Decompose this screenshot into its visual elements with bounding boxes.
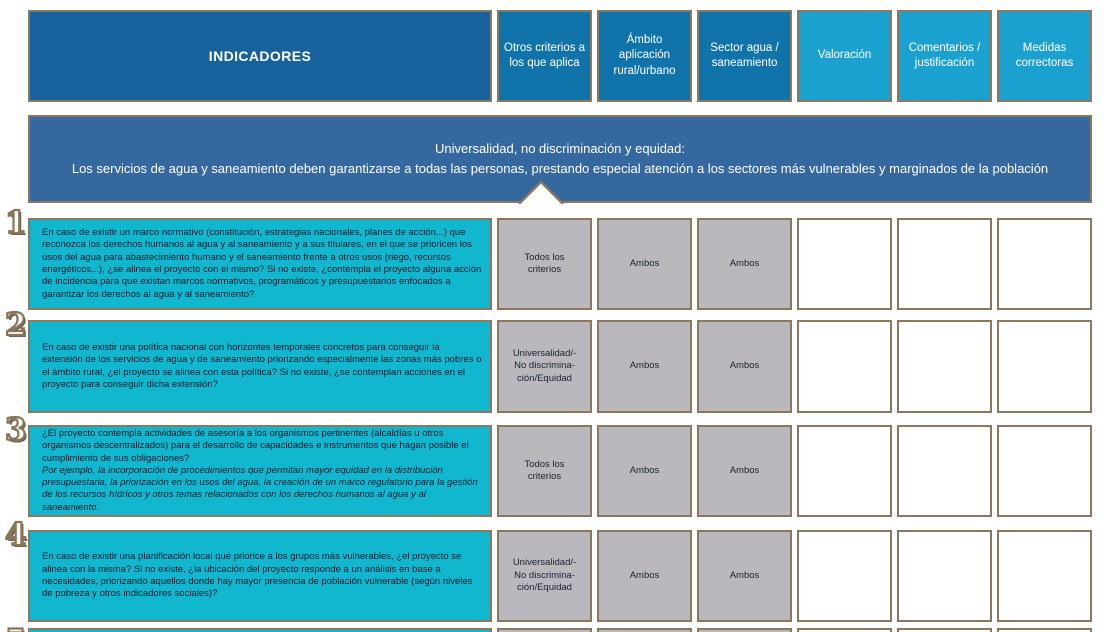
medidas-cell[interactable] [997, 628, 1092, 632]
question-box: En caso de existir un marco normativo (c… [28, 218, 492, 310]
column-header-comentarios: Comentarios / justificación [897, 10, 992, 102]
row-number: 2 [4, 307, 28, 343]
criteria-cell [497, 628, 592, 632]
column-header-valoracion: Valoración [797, 10, 892, 102]
ambito-cell: Ambos [597, 530, 692, 622]
indicator-row: 4 En caso de existir una planificación l… [0, 518, 1120, 622]
row-number: 1 [4, 205, 28, 241]
column-header-otros-criterios: Otros criterios a los que aplica [497, 10, 592, 102]
medidas-cell[interactable] [997, 425, 1092, 517]
indicators-header-label: INDICADORES [208, 48, 312, 64]
sector-cell: Ambos [697, 425, 792, 517]
row-number: 5 [4, 624, 28, 632]
criteria-cell: Todos los criterios [497, 425, 592, 517]
ambito-cell: Ambos [597, 425, 692, 517]
comentarios-cell[interactable] [897, 628, 992, 632]
valoracion-cell[interactable] [797, 425, 892, 517]
comentarios-cell[interactable] [897, 320, 992, 413]
comentarios-cell[interactable] [897, 218, 992, 310]
question-box: En caso de existir una política nacional… [28, 320, 492, 413]
indicator-row: 3 ¿El proyecto contempla actividades de … [0, 413, 1120, 517]
sector-cell: Ambos [697, 218, 792, 310]
sector-cell [697, 628, 792, 632]
valoracion-cell[interactable] [797, 218, 892, 310]
section-banner-subtitle: Los servicios de agua y saneamiento debe… [71, 161, 1049, 176]
medidas-cell[interactable] [997, 530, 1092, 622]
question-example-text: Por ejemplo, la incorporación de procedi… [42, 464, 478, 513]
valoracion-cell[interactable] [797, 628, 892, 632]
section-banner: Universalidad, no discriminación y equid… [28, 115, 1092, 204]
column-header-sector: Sector agua / saneamiento [697, 10, 792, 102]
criteria-cell: Universalidad/- No discrimina- ción/Equi… [497, 320, 592, 413]
comentarios-cell[interactable] [897, 425, 992, 517]
question-text: En caso de existir un marco normativo (c… [42, 227, 482, 300]
valoracion-cell[interactable] [797, 530, 892, 622]
indicators-header: INDICADORES [28, 10, 492, 102]
column-header-ambito: Ámbito aplicación rural/urbano [597, 10, 692, 102]
sector-cell: Ambos [697, 530, 792, 622]
ambito-cell [597, 628, 692, 632]
medidas-cell[interactable] [997, 218, 1092, 310]
sector-cell: Ambos [697, 320, 792, 413]
valoracion-cell[interactable] [797, 320, 892, 413]
section-banner-title: Universalidad, no discriminación y equid… [434, 140, 686, 156]
column-header-medidas: Medidas correctoras [997, 10, 1092, 102]
question-box [28, 628, 492, 632]
criteria-cell: Universalidad/- No discrimina- ción/Equi… [497, 530, 592, 622]
indicator-row: 1 En caso de existir un marco normativo … [0, 206, 1120, 310]
ambito-cell: Ambos [597, 320, 692, 413]
banner-notch-arrow [518, 180, 564, 204]
question-text: En caso de existir una planificación loc… [42, 551, 473, 600]
medidas-cell[interactable] [997, 320, 1092, 413]
row-number: 4 [4, 517, 28, 553]
question-box: En caso de existir una planificación loc… [28, 530, 492, 622]
row-number: 3 [4, 412, 28, 448]
question-box: ¿El proyecto contempla actividades de as… [28, 425, 492, 517]
question-text: ¿El proyecto contempla actividades de as… [42, 427, 469, 464]
indicator-row: 2 En caso de existir una política nacion… [0, 308, 1120, 413]
question-text: En caso de existir una política nacional… [42, 341, 482, 390]
comentarios-cell[interactable] [897, 530, 992, 622]
table-header-row: INDICADORES Otros criterios a los que ap… [0, 10, 1120, 102]
ambito-cell: Ambos [597, 218, 692, 310]
criteria-cell: Todos los criterios [497, 218, 592, 310]
indicator-row-partial: 5 [0, 624, 1120, 632]
